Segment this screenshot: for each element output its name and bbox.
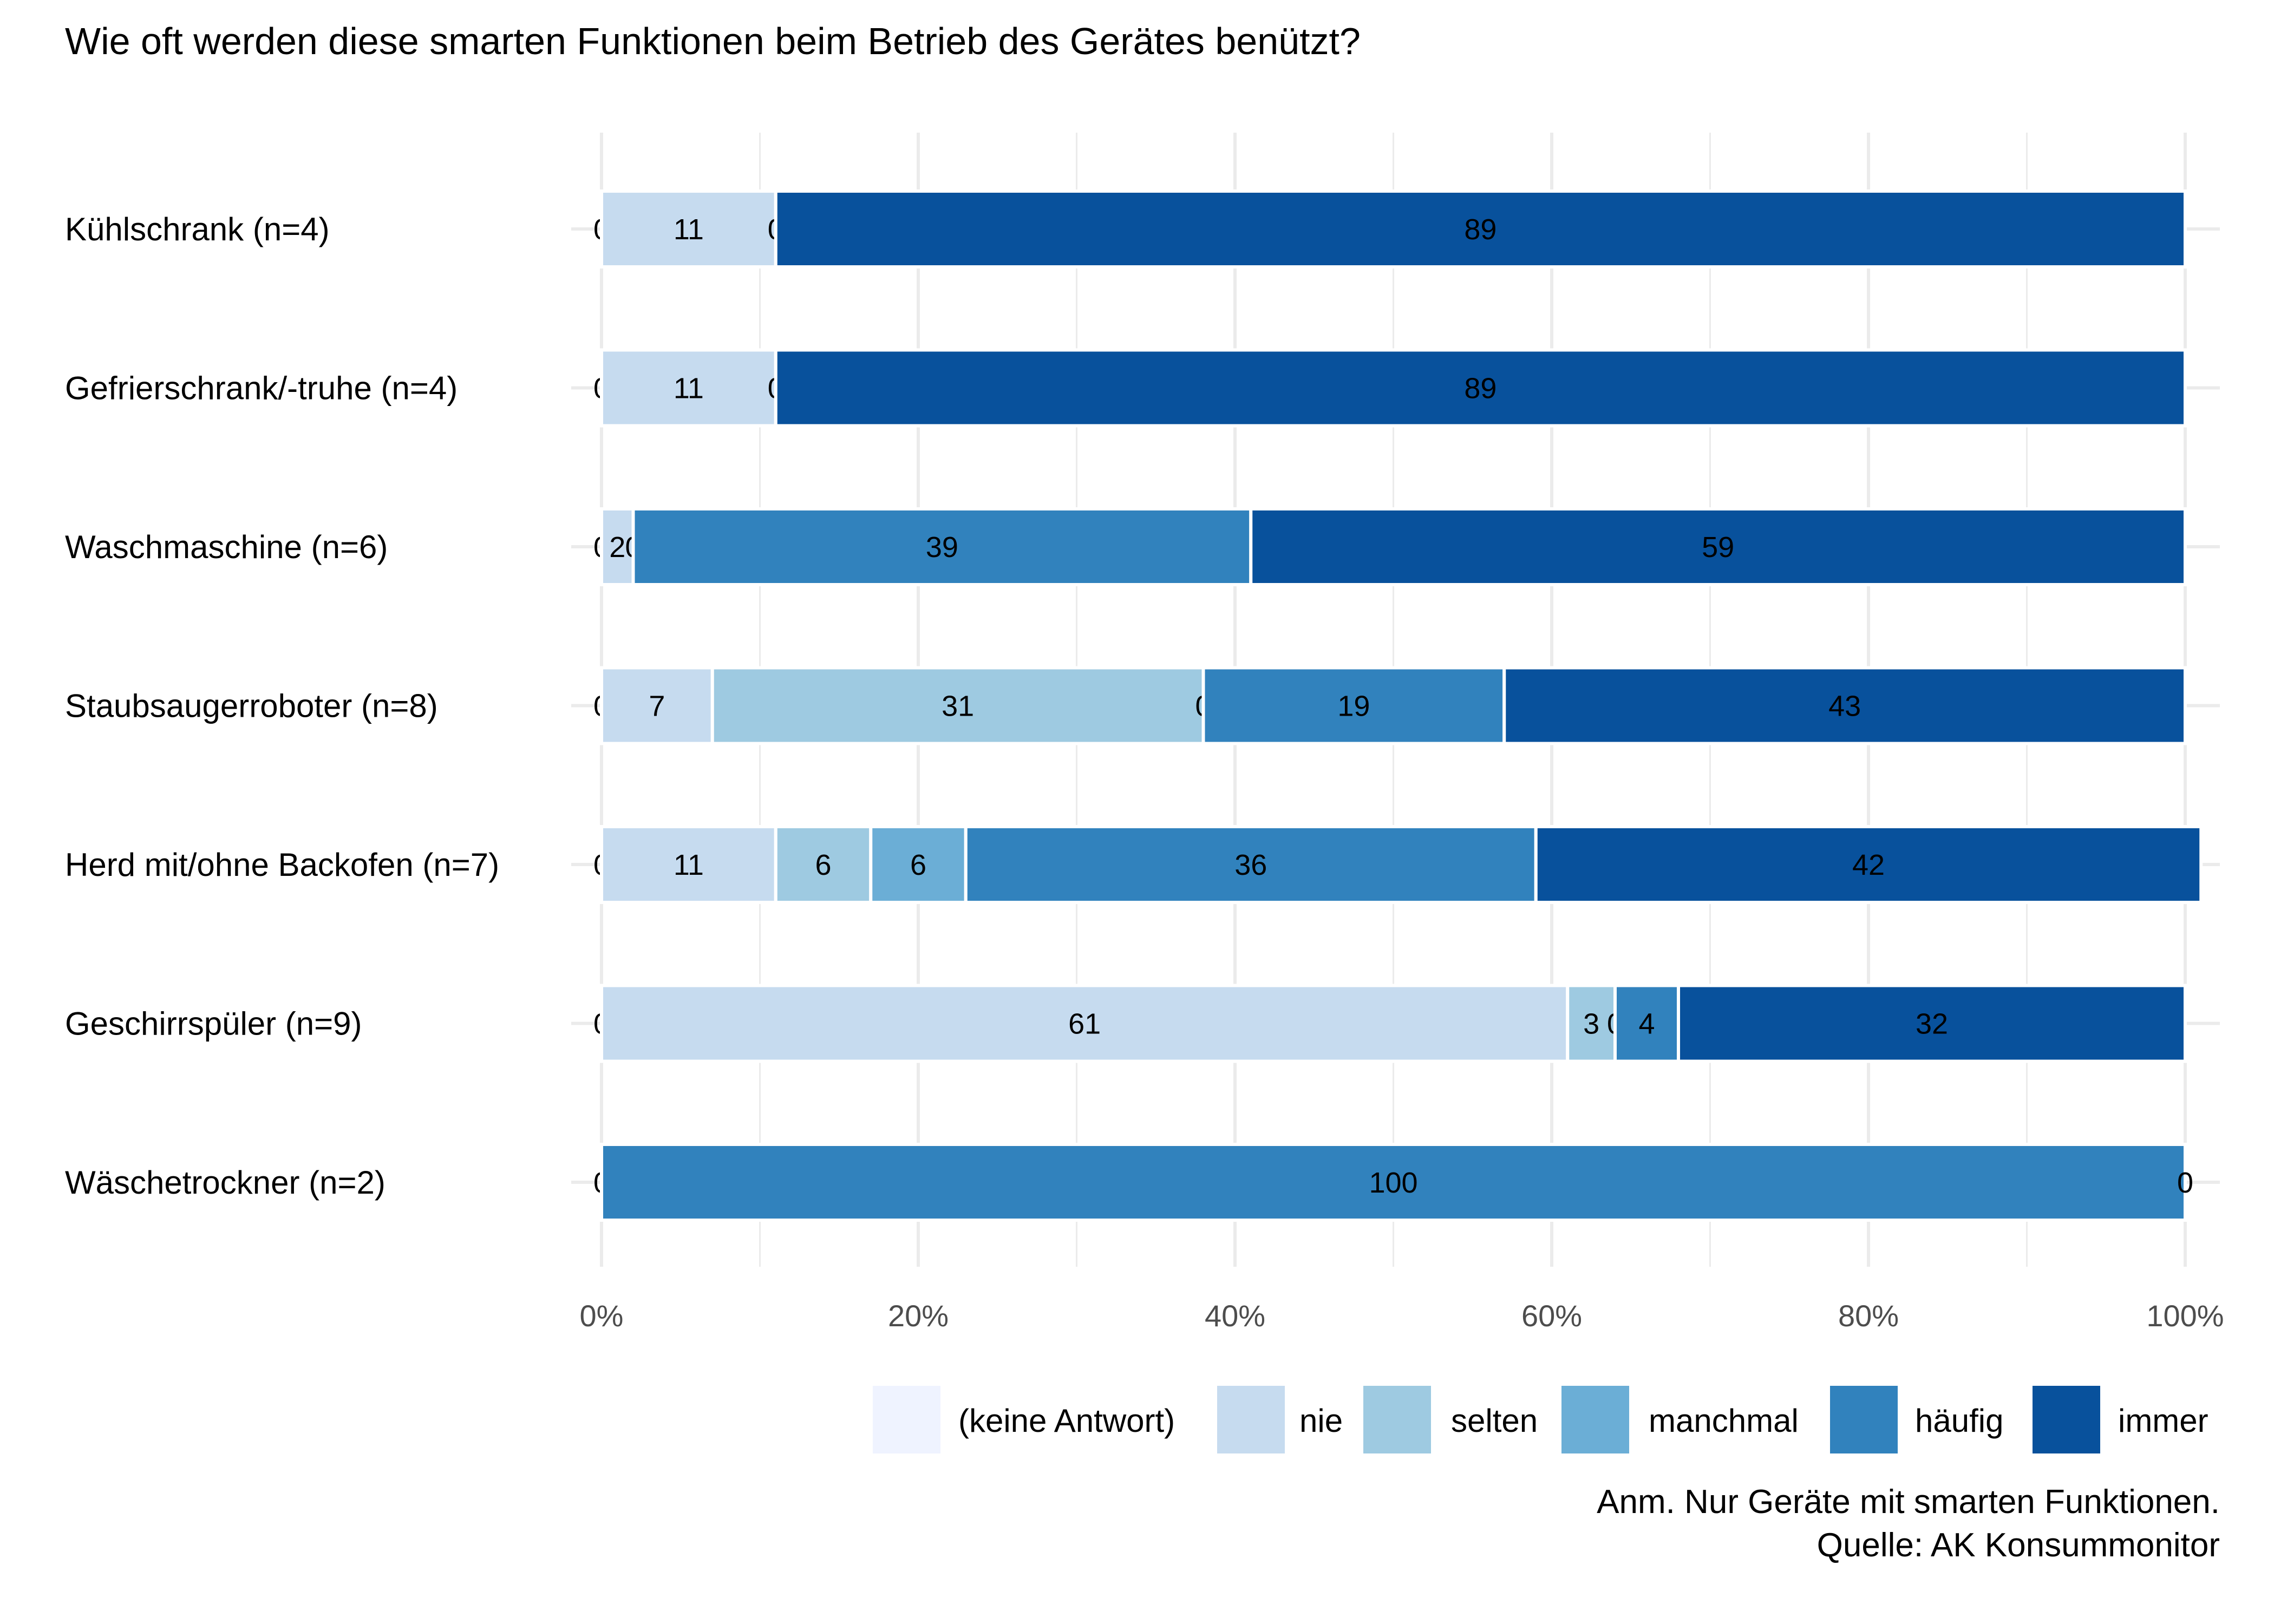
category-label: Wäschetrockner (n=2)	[65, 1164, 385, 1201]
bar-segment	[1566, 984, 1617, 1063]
category-label: Geschirrspüler (n=9)	[65, 1006, 362, 1042]
data-label: 11	[674, 372, 704, 405]
bar-segment	[600, 348, 777, 428]
caption-line: Anm. Nur Geräte mit smarten Funktionen.	[1597, 1483, 2220, 1521]
data-label: 6	[815, 849, 831, 881]
legend-label: immer	[2118, 1403, 2208, 1439]
chart-title: Wie oft werden diese smarten Funktionen …	[65, 20, 1361, 62]
data-label: 43	[1828, 690, 1861, 723]
legend-label: nie	[1299, 1403, 1343, 1439]
x-tick-label: 20%	[888, 1299, 949, 1333]
data-label: 7	[649, 690, 665, 723]
x-tick-label: 100%	[2146, 1299, 2224, 1333]
legend-swatch	[1830, 1386, 1898, 1453]
data-label: 89	[1464, 213, 1497, 246]
x-tick-label: 40%	[1205, 1299, 1265, 1333]
data-label: 2	[609, 531, 625, 564]
x-tick-label: 0%	[580, 1299, 624, 1333]
data-label: 32	[1916, 1008, 1948, 1040]
data-label: 11	[674, 849, 704, 881]
category-label: Gefrierschrank/-truhe (n=4)	[65, 370, 458, 407]
data-label: 19	[1337, 690, 1370, 723]
data-label: 3	[1583, 1008, 1599, 1040]
bar-segment	[600, 984, 1570, 1063]
caption: Anm. Nur Geräte mit smarten Funktionen. Q…	[1597, 1483, 2220, 1564]
data-label: 59	[1702, 531, 1734, 564]
bar-segment	[869, 825, 968, 904]
bar-segment	[600, 1143, 2187, 1222]
data-label: 36	[1234, 849, 1267, 881]
bar-segment	[774, 189, 2187, 269]
legend-swatch	[873, 1386, 940, 1453]
bars: 0110890110890203959073101943011663642061…	[593, 189, 2203, 1222]
x-tick-label: 60%	[1521, 1299, 1582, 1333]
legend-swatch	[1561, 1386, 1629, 1453]
category-labels: Kühlschrank (n=4) Gefrierschrank/-truhe (…	[65, 211, 499, 1201]
data-label: 100	[1369, 1167, 1417, 1199]
legend-label: selten	[1451, 1403, 1538, 1439]
data-label: 39	[926, 531, 958, 564]
data-label: 42	[1852, 849, 1885, 881]
category-label: Waschmaschine (n=6)	[65, 529, 388, 565]
bar-segment	[1534, 825, 2203, 904]
bar-segment	[1249, 507, 2187, 586]
legend-swatch	[1217, 1386, 1285, 1453]
bar-segment	[631, 507, 1253, 586]
legend-swatch	[2033, 1386, 2100, 1453]
legend: (keine Antwort) nie selten manchmal häufig im…	[873, 1386, 2208, 1453]
x-tick-label: 80%	[1838, 1299, 1899, 1333]
bar-segment	[964, 825, 1538, 904]
data-label: 61	[1068, 1008, 1101, 1040]
bar-segment	[1502, 666, 2187, 745]
data-label: 31	[942, 690, 974, 723]
legend-label: (keine Antwort)	[958, 1403, 1175, 1439]
data-label: 11	[674, 213, 704, 246]
category-label: Staubsaugerroboter (n=8)	[65, 688, 438, 724]
category-label: Kühlschrank (n=4)	[65, 211, 330, 247]
bar-segment	[1677, 984, 2187, 1063]
legend-swatch	[1363, 1386, 1431, 1453]
data-label: 6	[910, 849, 926, 881]
category-label: Herd mit/ohne Backofen (n=7)	[65, 847, 499, 883]
bar-segment	[710, 666, 1205, 745]
bar-segment	[1201, 666, 1506, 745]
bar-segment	[600, 666, 714, 745]
x-axis-ticks: 0% 20% 40% 60% 80% 100%	[580, 1299, 2224, 1333]
legend-label: häufig	[1915, 1403, 2003, 1439]
data-label: 89	[1464, 372, 1497, 405]
caption-line: Quelle: AK Konsummonitor	[1817, 1527, 2220, 1564]
legend-label: manchmal	[1649, 1403, 1799, 1439]
bar-segment	[774, 348, 2187, 428]
data-label: 0	[2177, 1167, 2193, 1199]
data-label: 4	[1638, 1008, 1655, 1040]
